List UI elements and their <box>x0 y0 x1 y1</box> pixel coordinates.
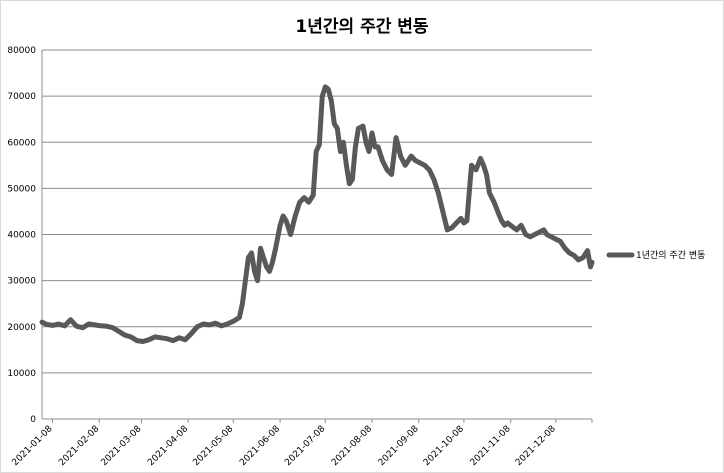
x-tick-label: 2021-04-08 <box>146 424 190 468</box>
x-tick-label: 2021-08-08 <box>330 424 374 468</box>
x-tick-label: 2021-05-08 <box>191 424 235 468</box>
y-tick-label: 70000 <box>7 92 36 102</box>
y-tick-label: 80000 <box>7 46 36 56</box>
y-tick-label: 30000 <box>7 277 36 287</box>
y-tick-label: 60000 <box>7 138 36 148</box>
y-tick-label: 0 <box>30 415 36 425</box>
legend-label: 1년간의 주간 변동 <box>636 250 705 261</box>
gridlines <box>42 49 592 374</box>
x-tick-label: 2021-09-08 <box>377 424 421 468</box>
series-line <box>39 84 595 344</box>
y-tick-label: 40000 <box>7 231 36 241</box>
axes <box>41 50 593 423</box>
x-tick-label: 2021-06-08 <box>238 424 282 468</box>
y-tick-label: 10000 <box>7 369 36 379</box>
chart-title: 1년간의 주간 변동 <box>295 17 429 37</box>
x-tick-label: 2021-03-08 <box>100 424 144 468</box>
x-tick-label: 2021-01-08 <box>11 424 55 468</box>
x-tick-label: 2021-07-08 <box>283 424 327 468</box>
x-tick-label: 2021-10-08 <box>422 424 466 468</box>
y-tick-label: 50000 <box>7 184 36 194</box>
x-tick-label: 2021-12-08 <box>514 424 558 468</box>
x-tick-label: 2021-02-08 <box>57 424 101 468</box>
y-tick-labels: 0 10000 20000 30000 40000 50000 60000 70000 8000… <box>7 46 36 425</box>
x-tick-label: 2021-11-08 <box>469 424 513 468</box>
legend: 1년간의 주간 변동 <box>606 250 705 261</box>
y-tick-label: 20000 <box>7 323 36 333</box>
series-group <box>39 84 595 344</box>
